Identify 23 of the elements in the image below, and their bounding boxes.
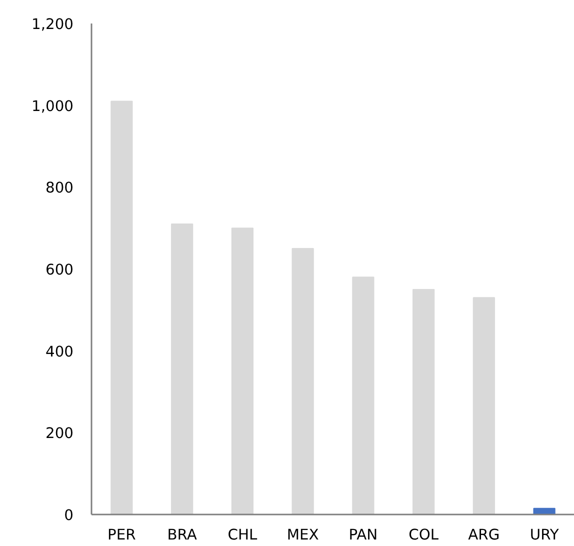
y-tick-label: 200 [46,425,74,442]
y-tick-label: 1,000 [32,98,74,115]
x-tick-label: MEX [286,526,319,544]
x-tick-label: COL [408,526,440,544]
bar [352,276,374,514]
bar [292,248,314,514]
y-tick-label: 800 [46,180,74,197]
bar [412,288,435,514]
bar [110,100,133,514]
x-tick-label: ARG [468,526,500,544]
x-tick-label: PER [108,526,136,544]
bar [472,297,496,514]
bar [231,228,254,514]
bar [170,223,194,514]
x-tick-label: PAN [348,526,378,544]
x-tick-label: CHL [228,526,258,544]
y-tick-label: 1,200 [32,16,74,33]
x-tick-label: BRA [167,526,197,544]
y-tick-label: 0 [64,507,74,524]
bar [533,508,556,514]
x-tick-label: URY [530,526,559,544]
y-tick-label: 600 [46,262,74,278]
y-tick-label: 400 [46,343,74,360]
